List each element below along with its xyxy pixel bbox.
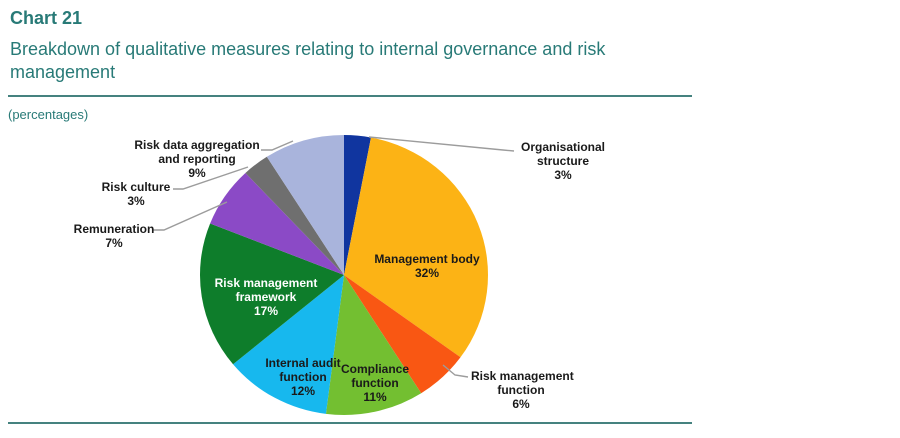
bottom-divider bbox=[8, 422, 692, 424]
pie-slice-risk-culture bbox=[245, 156, 344, 275]
leader-line-risk-culture bbox=[173, 166, 249, 190]
chart-title: Breakdown of qualitative measures relati… bbox=[10, 39, 606, 82]
leader-line-organisational-structure bbox=[368, 136, 515, 152]
pie-slice-compliance-function bbox=[325, 275, 422, 416]
pie-slice-organisational-structure bbox=[344, 135, 371, 275]
pie-slice-risk-data-aggregation-and-reporting bbox=[266, 135, 344, 275]
leader-line-remuneration bbox=[153, 201, 228, 231]
top-divider bbox=[8, 95, 692, 97]
pie-slice-management-body bbox=[344, 137, 489, 358]
unit-note: (percentages) bbox=[8, 107, 89, 122]
pie-slice-remuneration bbox=[210, 172, 344, 275]
leader-line-risk-data-aggregation-and-reporting bbox=[261, 140, 294, 151]
pie-slice-risk-management-function bbox=[344, 275, 461, 394]
pie-slice-internal-audit-function bbox=[233, 275, 344, 414]
leader-line-risk-management-function bbox=[442, 364, 469, 378]
chart-number: Chart 21 bbox=[10, 8, 83, 28]
pie-slice-risk-management-framework bbox=[199, 223, 344, 365]
